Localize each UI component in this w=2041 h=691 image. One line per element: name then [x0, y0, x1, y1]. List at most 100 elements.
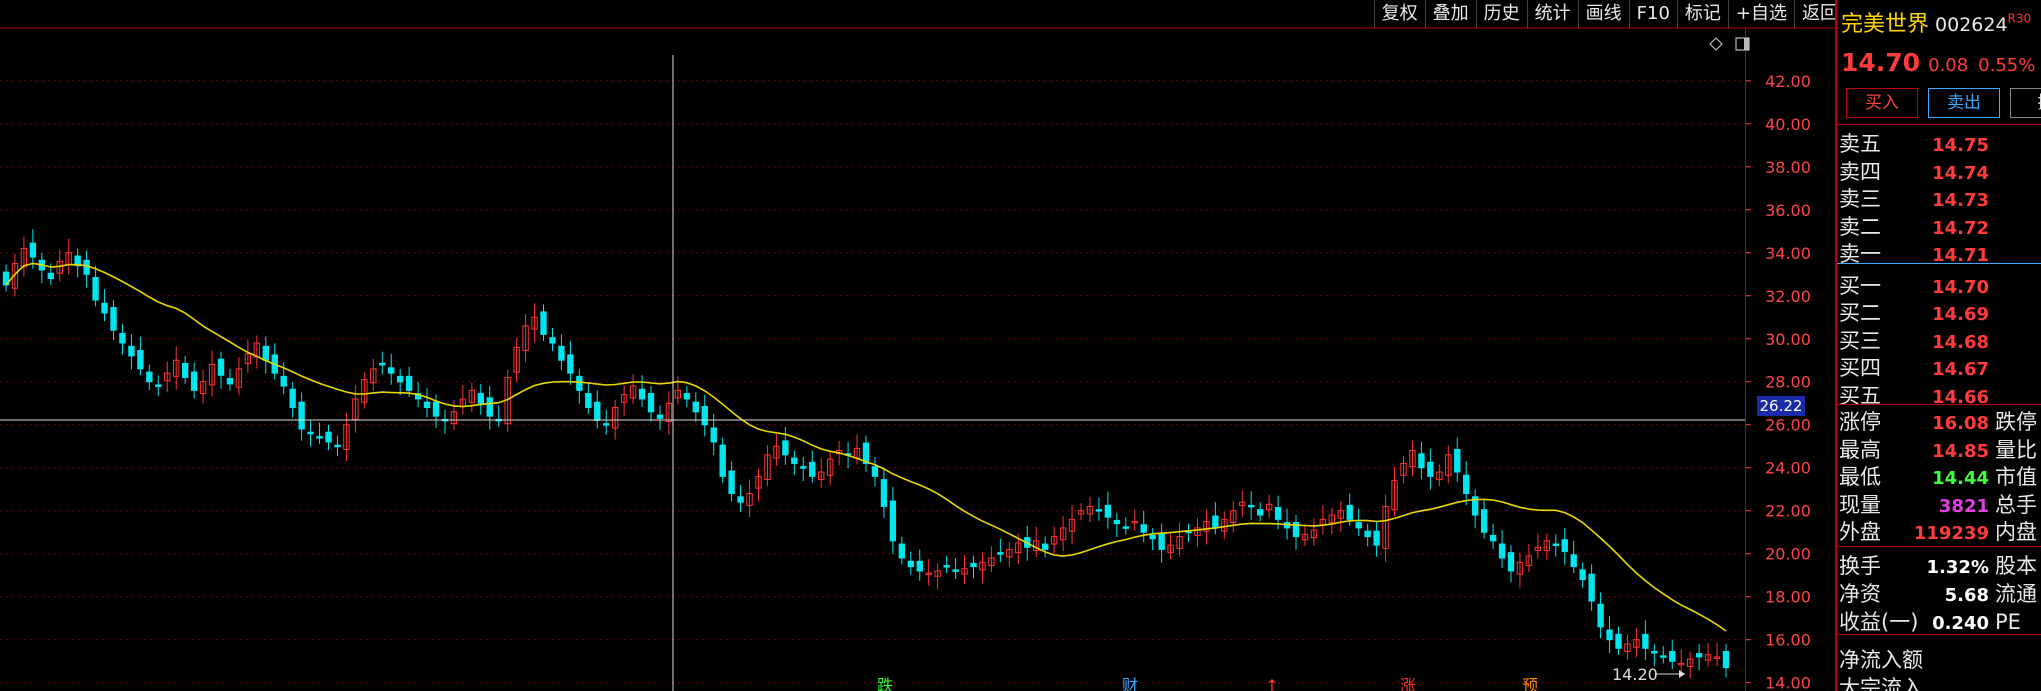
book-level-label: 买三	[1839, 328, 1881, 353]
bid-row[interactable]: 买四 14.67	[1839, 352, 2041, 380]
candle-body	[1041, 543, 1049, 550]
stat-row: 现量 3821 总手	[1839, 489, 2041, 517]
toolbar-button[interactable]: 画线	[1577, 0, 1629, 28]
candle-body	[907, 560, 914, 568]
candle-body	[128, 345, 135, 357]
event-marker: 跌	[877, 676, 893, 691]
candle-body	[916, 560, 923, 572]
stat-label: 最低	[1839, 465, 1881, 489]
candle-body	[1212, 515, 1219, 529]
ask-row[interactable]: 卖四 14.74	[1839, 156, 2041, 184]
book-level-price: 14.69	[1932, 304, 1989, 325]
y-tick-label: 28.00	[1765, 373, 1811, 392]
candle-body	[1400, 462, 1407, 476]
book-level-price: 14.66	[1932, 386, 1989, 408]
toolbar-button[interactable]: 历史	[1475, 0, 1527, 28]
kline-chart-area[interactable]: 42.00 40.00 38.00 36.00 34.00 32.00 30.00 28.00…	[0, 0, 1845, 691]
toolbar-button[interactable]: 标记	[1676, 0, 1728, 28]
candle-body	[1373, 530, 1380, 546]
candle-body	[423, 401, 431, 409]
candle-body	[217, 358, 225, 376]
fundamental-label: 收益(一)	[1839, 610, 1919, 634]
book-level-price: 14.73	[1932, 190, 1989, 211]
candle-body	[316, 436, 323, 439]
candle-body	[1050, 536, 1058, 545]
candle-body	[1624, 643, 1631, 653]
candle-body	[83, 259, 90, 275]
candle-body	[692, 401, 699, 413]
candle-body	[1158, 532, 1165, 550]
buy-button[interactable]: 买入	[1846, 88, 1918, 118]
candle-body	[674, 389, 682, 399]
candle-body	[1068, 518, 1076, 532]
net-inflow-row: 净流入额	[1839, 644, 2041, 672]
ask-row[interactable]: 卖三 14.73	[1839, 183, 2041, 211]
candle-body	[728, 470, 735, 495]
candle-body	[1633, 639, 1640, 648]
candle-body	[334, 444, 341, 448]
bid-row[interactable]: 买五 14.66	[1839, 380, 2041, 408]
candle-body	[1113, 519, 1121, 525]
cancel-button[interactable]: 撤	[2010, 88, 2041, 118]
fundamental-row: 收益(一) 0.240 PE	[1839, 606, 2041, 634]
candle-body	[943, 565, 950, 568]
event-marker: 财	[1122, 676, 1138, 691]
candle-body	[862, 442, 870, 464]
toolbar-button[interactable]: 叠加	[1424, 0, 1476, 28]
stat-suffix: 跌停	[1995, 410, 2037, 434]
stat-label: 现量	[1839, 492, 1881, 517]
candle-body	[1686, 658, 1694, 668]
candle-body	[1248, 504, 1255, 508]
y-tick-label: 26.00	[1765, 416, 1811, 435]
kline-chart[interactable]: 42.00 40.00 38.00 36.00 34.00 32.00 30.00 28.00…	[0, 0, 1845, 691]
candle-body	[1445, 454, 1452, 476]
book-level-price: 14.74	[1932, 162, 1989, 184]
candle-body	[611, 407, 619, 429]
toolbar-button[interactable]: F10	[1628, 0, 1677, 28]
book-level-price: 14.68	[1932, 331, 1989, 353]
candle-body	[1167, 544, 1174, 554]
candle-body	[325, 431, 332, 443]
candle-body	[871, 466, 879, 477]
y-tick-label: 16.00	[1765, 631, 1811, 650]
candle-body	[1615, 633, 1622, 649]
ask-row[interactable]: 卖五 14.75	[1839, 128, 2041, 156]
toolbar-button[interactable]: 返回	[1794, 0, 1845, 28]
stock-tag: R30	[2007, 11, 2032, 26]
book-level-price: 14.75	[1932, 135, 1989, 156]
toolbar-button[interactable]: 复权	[1373, 0, 1425, 28]
divider	[1837, 263, 2041, 264]
toolbar-button[interactable]: +自选	[1727, 0, 1794, 28]
candle-body	[1427, 461, 1434, 477]
fundamental-value: 0.240	[1932, 613, 1989, 634]
candle-body	[1059, 527, 1067, 541]
fundamental-row: 换手 1.32% 股本	[1839, 550, 2041, 578]
candle-body	[1194, 527, 1201, 536]
fundamental-suffix: 股本	[1995, 554, 2037, 578]
candle-body	[226, 378, 234, 385]
candle-body	[370, 368, 377, 384]
divider	[1837, 124, 2041, 125]
bid-row[interactable]: 买一 14.70	[1839, 270, 2041, 298]
candle-body	[289, 388, 296, 409]
candle-body	[746, 493, 753, 506]
book-level-label: 买一	[1839, 273, 1881, 298]
candle-body	[414, 393, 422, 400]
divider	[1837, 546, 2041, 547]
ask-row[interactable]: 卖一 14.71	[1839, 238, 2041, 266]
sell-button[interactable]: 卖出	[1928, 88, 2000, 118]
candle-body	[1507, 552, 1515, 572]
book-level-label: 卖三	[1839, 187, 1881, 211]
candle-body	[719, 444, 726, 477]
book-level-price: 14.71	[1932, 245, 1989, 266]
bid-row[interactable]: 买二 14.69	[1839, 297, 2041, 325]
y-tick-label: 24.00	[1765, 459, 1811, 478]
candle-body	[1301, 533, 1309, 541]
ask-row[interactable]: 卖二 14.72	[1839, 211, 2041, 239]
stat-value: 16.08	[1932, 413, 1989, 434]
toolbar-button[interactable]: 统计	[1526, 0, 1578, 28]
stock-name[interactable]: 完美世界	[1841, 12, 1930, 37]
bid-row[interactable]: 买三 14.68	[1839, 325, 2041, 353]
candle-body	[244, 353, 252, 364]
candle-body	[970, 562, 977, 568]
